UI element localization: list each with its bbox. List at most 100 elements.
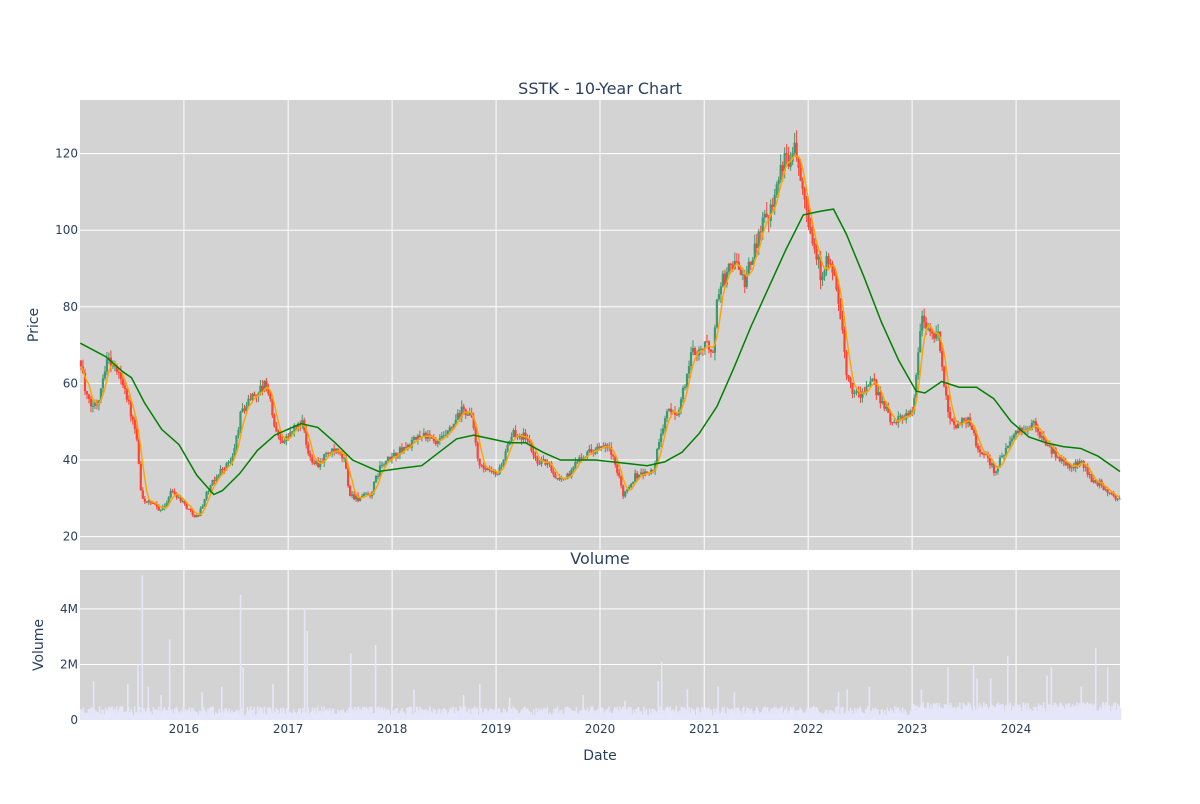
volume-bar <box>595 711 597 720</box>
candle-down <box>157 506 160 511</box>
candle-up <box>747 261 750 276</box>
volume-bar <box>549 713 552 720</box>
volume-bar <box>349 653 352 720</box>
volume-bar <box>509 708 512 720</box>
volume-bar <box>875 711 877 720</box>
volume-bar <box>978 702 981 720</box>
volume-bar <box>267 710 270 720</box>
volume-bar <box>478 683 481 720</box>
volume-bar <box>234 711 237 720</box>
volume-bar <box>804 713 807 720</box>
volume-bar <box>520 709 523 720</box>
candle-down <box>709 349 713 352</box>
volume-bar <box>204 715 207 720</box>
volume-bar <box>1118 706 1121 720</box>
volume-bar <box>911 709 913 720</box>
candle-up <box>644 471 647 476</box>
candle-down <box>1050 445 1053 454</box>
volume-bar <box>229 712 232 720</box>
candle-up <box>289 431 292 437</box>
volume-bar <box>672 711 675 720</box>
volume-bar <box>1000 704 1002 720</box>
volume-bar <box>736 713 738 720</box>
volume-bar <box>784 709 787 720</box>
volume-bar <box>216 714 219 720</box>
volume-bar <box>94 712 97 720</box>
volume-bar <box>441 709 443 720</box>
candle-down <box>813 243 816 250</box>
volume-bar <box>636 711 638 720</box>
candle-down <box>462 406 465 410</box>
volume-bar <box>196 711 198 720</box>
volume-bar <box>1048 704 1051 720</box>
volume-bar <box>416 707 419 720</box>
volume-bar <box>714 712 717 720</box>
candle-down <box>271 399 274 416</box>
volume-bar <box>459 706 461 720</box>
candle-up <box>422 432 425 438</box>
candle-down <box>833 272 836 276</box>
volume-bar <box>757 711 760 720</box>
volume-bar <box>1076 705 1079 720</box>
volume-bar <box>547 714 549 720</box>
volume-bar <box>338 711 340 720</box>
volume-bar <box>947 667 949 720</box>
volume-bar <box>572 713 574 720</box>
volume-bar <box>713 708 715 720</box>
volume-bar <box>631 714 634 720</box>
volume-bar <box>291 713 293 720</box>
volume-bar <box>248 715 250 720</box>
volume-bar <box>845 710 848 720</box>
volume-bar <box>255 714 258 720</box>
volume-bar <box>607 706 610 720</box>
volume-bar <box>1037 703 1040 720</box>
volume-bar <box>727 715 730 720</box>
volume-bar <box>240 708 243 720</box>
volume-bar <box>162 709 165 720</box>
volume-bar <box>150 711 152 720</box>
candle-down <box>799 167 802 181</box>
volume-bar <box>1055 704 1058 720</box>
x-axis-title: Date <box>583 748 616 764</box>
candle-down <box>89 398 93 407</box>
candle-up <box>699 348 703 350</box>
volume-bar <box>92 681 95 720</box>
volume-bar <box>534 715 537 720</box>
candle-down <box>827 256 830 264</box>
volume-bar <box>86 713 89 720</box>
volume-bar <box>197 715 199 720</box>
candle-up <box>540 460 543 465</box>
volume-bar <box>191 713 194 720</box>
volume-bar <box>540 708 543 720</box>
volume-bar <box>1072 706 1075 720</box>
volume-bar <box>725 715 728 720</box>
volume-bar <box>641 714 643 720</box>
candle-up <box>233 448 236 457</box>
volume-bar <box>475 708 478 720</box>
volume-bar <box>449 708 451 720</box>
x-tick-label: 2016 <box>169 722 200 736</box>
volume-bar <box>153 710 156 720</box>
volume-bar <box>135 712 138 720</box>
volume-bar <box>1071 706 1073 720</box>
candle-down <box>646 471 649 473</box>
volume-bar <box>320 706 323 720</box>
volume-bar <box>197 715 200 720</box>
volume-bar <box>324 710 326 720</box>
volume-bar <box>223 712 226 720</box>
volume-bar <box>390 714 392 720</box>
candle-up <box>626 489 629 492</box>
candle-down <box>652 469 655 471</box>
volume-bar <box>600 707 602 720</box>
volume-bar <box>865 708 867 720</box>
volume-bar <box>264 712 267 720</box>
candle-down <box>558 478 561 480</box>
volume-bar <box>386 711 389 720</box>
volume-bar <box>401 707 403 720</box>
price-y-tick-label: 80 <box>63 300 78 314</box>
volume-bar <box>1057 706 1059 720</box>
candle-up <box>560 477 563 480</box>
volume-bar <box>80 710 83 720</box>
volume-bar <box>84 714 86 720</box>
volume-bar <box>275 707 278 720</box>
